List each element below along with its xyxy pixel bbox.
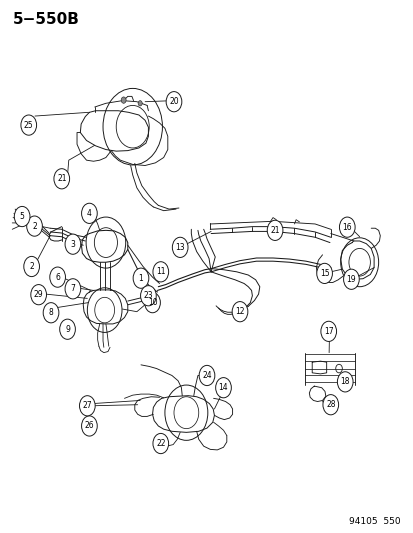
Text: 27: 27 xyxy=(82,401,92,410)
Circle shape xyxy=(26,216,42,236)
Circle shape xyxy=(65,279,81,299)
Circle shape xyxy=(14,206,30,227)
Circle shape xyxy=(166,92,181,112)
Text: 15: 15 xyxy=(319,269,329,278)
Circle shape xyxy=(343,269,358,289)
Text: 10: 10 xyxy=(147,298,157,307)
Text: 94105  550: 94105 550 xyxy=(349,517,400,526)
Text: 2: 2 xyxy=(29,262,34,271)
Circle shape xyxy=(138,101,142,106)
Text: 21: 21 xyxy=(57,174,66,183)
Circle shape xyxy=(320,321,336,342)
Circle shape xyxy=(79,395,95,416)
Text: 7: 7 xyxy=(70,284,75,293)
Circle shape xyxy=(140,286,156,306)
Circle shape xyxy=(81,203,97,223)
Text: 26: 26 xyxy=(84,422,94,431)
Text: 2: 2 xyxy=(32,222,37,231)
Circle shape xyxy=(152,262,168,282)
Circle shape xyxy=(172,237,188,257)
Text: 14: 14 xyxy=(218,383,228,392)
Circle shape xyxy=(50,267,65,287)
Circle shape xyxy=(59,319,75,340)
Text: 23: 23 xyxy=(143,291,153,300)
Circle shape xyxy=(31,285,46,305)
Circle shape xyxy=(145,293,160,313)
Circle shape xyxy=(21,115,36,135)
Text: 1: 1 xyxy=(138,273,143,282)
Text: 21: 21 xyxy=(270,226,279,235)
Text: 20: 20 xyxy=(169,97,178,106)
Text: 22: 22 xyxy=(156,439,165,448)
Circle shape xyxy=(215,377,231,398)
Text: 25: 25 xyxy=(24,120,33,130)
Text: 9: 9 xyxy=(65,325,70,334)
Circle shape xyxy=(152,433,168,454)
Text: 13: 13 xyxy=(175,243,185,252)
Circle shape xyxy=(232,302,247,322)
Text: 5−550B: 5−550B xyxy=(13,12,80,27)
Circle shape xyxy=(65,234,81,254)
Circle shape xyxy=(81,416,97,436)
Circle shape xyxy=(316,263,332,284)
Circle shape xyxy=(337,372,352,392)
Circle shape xyxy=(133,268,148,288)
Text: 17: 17 xyxy=(323,327,333,336)
Text: 4: 4 xyxy=(87,209,92,218)
Circle shape xyxy=(267,220,282,240)
Text: 24: 24 xyxy=(202,371,211,380)
Text: 8: 8 xyxy=(49,308,53,317)
Circle shape xyxy=(24,256,39,277)
Text: 11: 11 xyxy=(156,268,165,276)
Text: 3: 3 xyxy=(70,240,75,249)
Text: 5: 5 xyxy=(20,212,24,221)
Circle shape xyxy=(199,366,214,385)
Circle shape xyxy=(54,168,69,189)
Circle shape xyxy=(339,217,354,237)
Text: 28: 28 xyxy=(325,400,335,409)
Circle shape xyxy=(322,394,338,415)
Circle shape xyxy=(43,303,59,323)
Text: 18: 18 xyxy=(339,377,349,386)
Text: 29: 29 xyxy=(34,290,43,299)
Text: 12: 12 xyxy=(235,307,244,316)
Text: 6: 6 xyxy=(55,273,60,281)
Text: 19: 19 xyxy=(346,274,355,284)
Text: 16: 16 xyxy=(342,223,351,232)
Circle shape xyxy=(121,97,126,103)
